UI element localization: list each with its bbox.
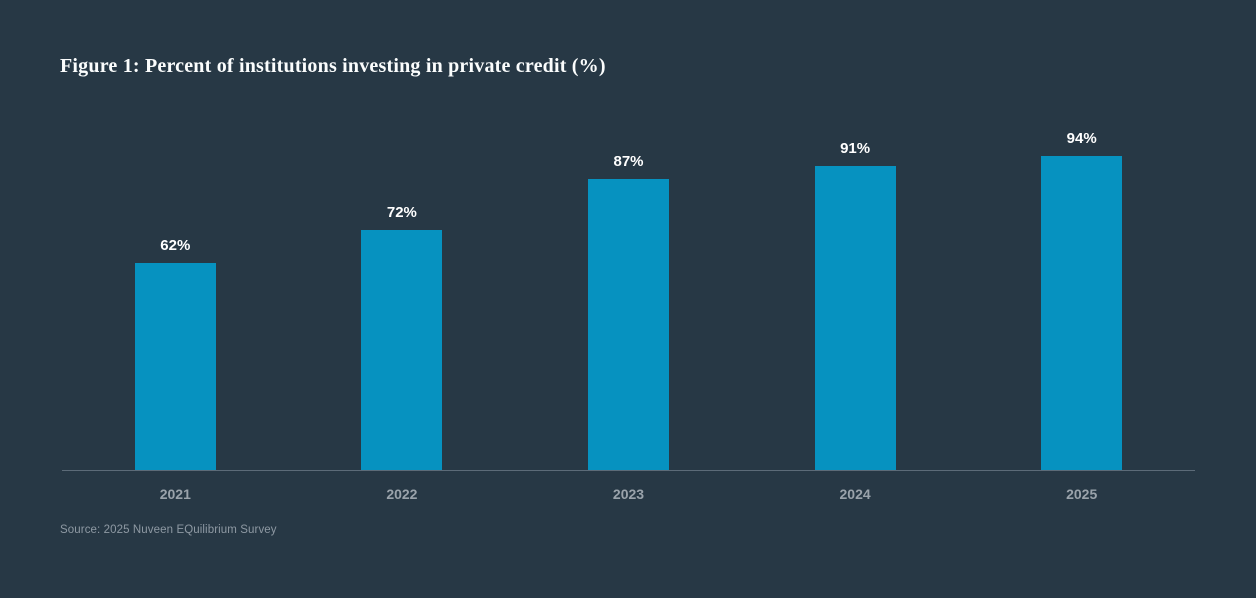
x-axis-line — [62, 470, 1195, 471]
x-tick-label-2025: 2025 — [1066, 486, 1098, 502]
plot-area: 62% 72% 87% 91% 94% — [62, 120, 1195, 471]
source-note: Source: 2025 Nuveen EQuilibrium Survey — [60, 524, 277, 536]
x-tick-label-2023: 2023 — [612, 486, 645, 502]
bar-group-2022: 72% — [361, 204, 443, 470]
x-tick-label-2024: 2024 — [839, 486, 871, 502]
bar-value-label-2024: 91% — [840, 140, 871, 157]
bar-group-2025: 94% — [1041, 130, 1123, 470]
bar-2025 — [1041, 156, 1123, 470]
figure-title: Figure 1: Percent of institutions invest… — [60, 55, 606, 77]
x-tick-label-2021: 2021 — [159, 486, 191, 502]
bar-group-2023: 87% — [588, 153, 669, 470]
bar-group-2021: 62% — [134, 237, 216, 470]
bar-2022 — [361, 230, 443, 470]
bar-value-label-2022: 72% — [386, 204, 417, 221]
bar-2024 — [814, 166, 896, 470]
bar-value-label-2021: 62% — [160, 237, 191, 254]
bar-value-label-2025: 94% — [1066, 130, 1097, 147]
bar-group-2024: 91% — [814, 140, 896, 470]
bar-2021 — [134, 263, 216, 470]
bar-value-label-2023: 87% — [613, 153, 644, 170]
x-tick-label-2022: 2022 — [386, 486, 418, 502]
bar-2023 — [588, 179, 669, 470]
